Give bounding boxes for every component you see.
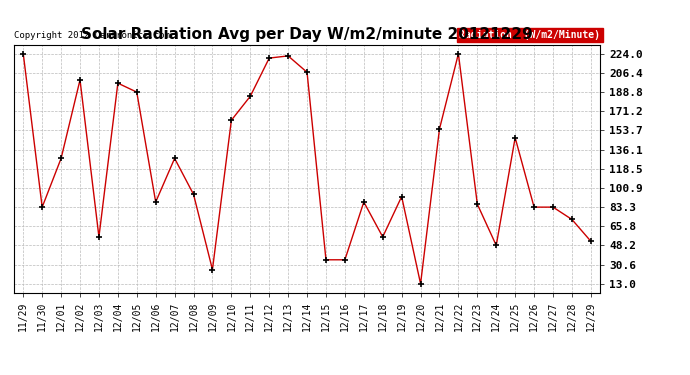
Title: Solar Radiation Avg per Day W/m2/minute 20121229: Solar Radiation Avg per Day W/m2/minute … xyxy=(81,27,533,42)
Text: Copyright 2012 Cartronics.com: Copyright 2012 Cartronics.com xyxy=(14,31,170,40)
Text: Radiation  (W/m2/Minute): Radiation (W/m2/Minute) xyxy=(460,30,600,40)
